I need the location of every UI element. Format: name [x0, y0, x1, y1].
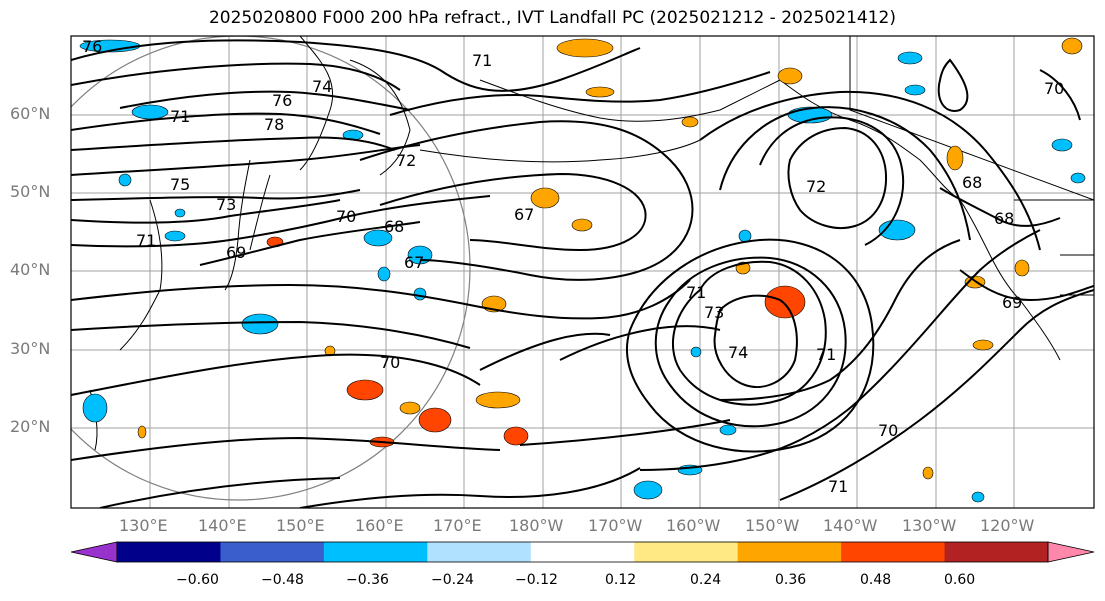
contour-label: 72 — [396, 151, 416, 170]
contour-label: 70 — [878, 421, 898, 440]
lon-label: 140°E — [198, 516, 247, 535]
colorbar-tick-label: 0.24 — [690, 572, 722, 588]
colorbar-tick-label: 0.12 — [605, 572, 637, 588]
contour-lines — [71, 39, 1094, 508]
contour-label: 78 — [264, 115, 284, 134]
contour-label: 71 — [816, 345, 836, 364]
lon-label: 150°W — [745, 516, 800, 535]
lon-label: 140°W — [823, 516, 878, 535]
contour-label: 75 — [170, 175, 190, 194]
contour-label: 72 — [806, 177, 826, 196]
lon-label: 160°W — [666, 516, 721, 535]
colorbar-tick-label: −0.48 — [261, 572, 304, 588]
contour-label: 69 — [1002, 293, 1022, 312]
contour-label: 70 — [380, 353, 400, 372]
contour-label: 68 — [962, 173, 982, 192]
contour-label: 76 — [82, 37, 102, 56]
contour-label: 71 — [686, 283, 706, 302]
contour-label: 74 — [728, 343, 748, 362]
contour-label: 76 — [272, 91, 292, 110]
lon-label: 160°E — [355, 516, 404, 535]
colorbar-tick-label: 0.48 — [860, 572, 892, 588]
lon-label: 170°E — [433, 516, 482, 535]
contour-label: 71 — [136, 231, 156, 250]
lon-label: 170°W — [588, 516, 643, 535]
colorbar-tick-label: −0.36 — [346, 572, 389, 588]
colorbar-tick-label: −0.60 — [176, 572, 219, 588]
contour-label: 69 — [226, 243, 246, 262]
contour-label: 74 — [312, 77, 332, 96]
lon-label: 130°W — [902, 516, 957, 535]
contour-label: 73 — [216, 195, 236, 214]
lat-label: 50°N — [10, 182, 51, 201]
shaded-anomalies — [79, 37, 1086, 503]
contour-label: 67 — [404, 253, 424, 272]
contour-label: 71 — [472, 51, 492, 70]
contour-label: 70 — [336, 207, 356, 226]
contour-label-group: 76 71 74 76 78 71 72 75 73 70 71 69 68 6… — [82, 37, 1064, 496]
colorbar-tick-label: 0.60 — [944, 572, 976, 588]
contour-label: 71 — [170, 107, 190, 126]
map-frame — [70, 35, 1095, 509]
contour-label: 68 — [994, 209, 1014, 228]
lat-label: 30°N — [10, 339, 51, 358]
map-background — [71, 36, 1094, 508]
colorbar-tick-label: −0.24 — [431, 572, 474, 588]
contour-label: 68 — [384, 217, 404, 236]
lat-label: 60°N — [10, 104, 51, 123]
contour-label: 73 — [704, 303, 724, 322]
contour-label: 71 — [828, 477, 848, 496]
map-title: 2025020800 F000 200 hPa refract., IVT La… — [208, 8, 896, 28]
lat-label: 40°N — [10, 260, 51, 279]
lon-label: 180°W — [509, 516, 564, 535]
range-circle — [71, 36, 471, 501]
lon-label: 150°E — [276, 516, 325, 535]
contour-label: 70 — [1044, 79, 1064, 98]
lat-label: 20°N — [10, 417, 51, 436]
lon-label: 120°W — [980, 516, 1035, 535]
contour-label: 67 — [514, 205, 534, 224]
colorbar-tick-label: 0.36 — [775, 572, 807, 588]
colorbar-tick-label: −0.12 — [515, 572, 558, 588]
lon-label: 130°E — [119, 516, 168, 535]
